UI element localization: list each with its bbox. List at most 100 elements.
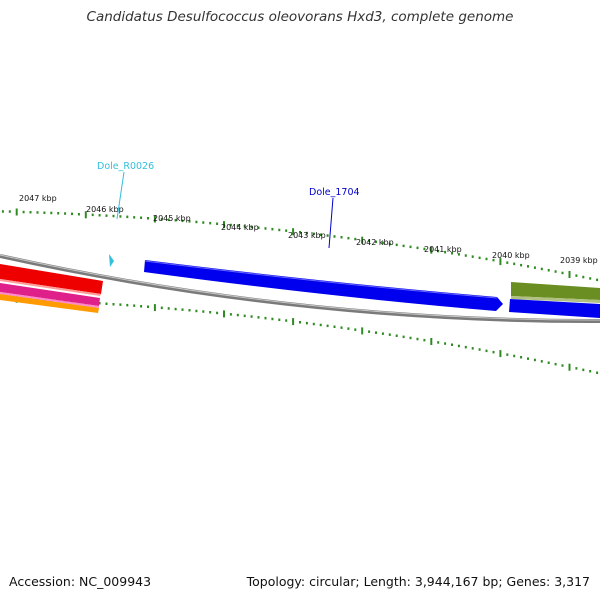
inner-minor-tick (582, 369, 584, 372)
inner-minor-tick (334, 326, 336, 329)
inner-minor-tick (168, 307, 170, 310)
outer-minor-tick (271, 228, 273, 231)
inner-minor-tick (513, 355, 515, 358)
outer-minor-tick (99, 214, 101, 217)
outer-major-tick (16, 209, 18, 216)
outer-minor-tick (126, 216, 128, 219)
outer-minor-tick (534, 266, 536, 269)
inner-minor-tick (389, 333, 391, 336)
outer-minor-tick (195, 221, 197, 224)
outer-minor-tick (347, 237, 349, 240)
outer-minor-tick (119, 215, 121, 218)
outer-minor-tick (23, 211, 25, 214)
inner-minor-tick (237, 314, 239, 317)
inner-minor-tick (147, 306, 149, 309)
outer-minor-tick (202, 221, 204, 224)
inner-minor-tick (299, 321, 301, 324)
gene-label-dole-r0026: Dole_R0026 (97, 161, 154, 172)
inner-minor-tick (106, 303, 108, 306)
genome-title: Candidatus Desulfococcus oleovorans Hxd3… (0, 9, 600, 25)
inner-minor-tick (382, 332, 384, 335)
tick-label-2045: 2045 kbp (153, 214, 191, 223)
inner-minor-tick (596, 372, 598, 375)
inner-minor-tick (209, 311, 211, 314)
outer-minor-tick (43, 212, 45, 215)
outer-minor-tick (50, 212, 52, 215)
outer-minor-tick (278, 229, 280, 232)
outer-minor-tick (575, 274, 577, 277)
outer-minor-tick (30, 211, 32, 214)
inner-minor-tick (479, 348, 481, 351)
inner-major-tick (292, 318, 294, 325)
outer-minor-tick (64, 212, 66, 215)
inner-minor-tick (202, 310, 204, 313)
outer-minor-tick (555, 270, 557, 273)
outer-minor-tick (506, 261, 508, 264)
inner-minor-tick (589, 370, 591, 373)
outer-minor-tick (417, 247, 419, 250)
inner-minor-tick (541, 360, 543, 363)
outer-minor-tick (527, 265, 529, 268)
outer-minor-tick (265, 227, 267, 230)
outer-minor-tick (396, 244, 398, 247)
outer-minor-tick (334, 235, 336, 238)
outer-minor-tick (106, 214, 108, 217)
gene-dole-r0026[interactable] (109, 254, 114, 267)
outer-minor-tick (589, 277, 591, 280)
outer-minor-tick (513, 263, 515, 266)
inner-minor-tick (161, 307, 163, 310)
inner-minor-tick (182, 308, 184, 311)
outer-minor-tick (341, 236, 343, 239)
inner-minor-tick (472, 347, 474, 350)
inner-minor-tick (423, 339, 425, 342)
inner-minor-tick (575, 367, 577, 370)
inner-minor-tick (562, 364, 564, 367)
outer-minor-tick (327, 234, 329, 237)
inner-minor-tick (285, 319, 287, 322)
inner-minor-tick (410, 337, 412, 340)
inner-minor-tick (244, 315, 246, 318)
inner-major-tick (569, 364, 571, 371)
inner-minor-tick (451, 344, 453, 347)
tick-label-2047: 2047 kbp (19, 194, 57, 203)
inner-minor-tick (354, 328, 356, 331)
tick-label-2039: 2039 kbp (560, 256, 598, 265)
inner-minor-tick (486, 350, 488, 353)
inner-minor-tick (265, 317, 267, 320)
accession-text: Accession: NC_009943 (9, 574, 151, 589)
inner-minor-tick (140, 305, 142, 308)
outer-minor-tick (71, 213, 73, 216)
outer-minor-tick (541, 268, 543, 271)
inner-minor-tick (403, 336, 405, 339)
outer-minor-tick (596, 279, 598, 282)
inner-major-tick (430, 338, 432, 345)
tick-label-2040: 2040 kbp (492, 251, 530, 260)
inner-minor-tick (113, 303, 115, 306)
inner-minor-tick (327, 325, 329, 328)
inner-minor-tick (341, 326, 343, 329)
inner-minor-tick (534, 359, 536, 362)
inner-minor-tick (548, 362, 550, 365)
outer-minor-tick (78, 213, 80, 216)
inner-minor-tick (126, 304, 128, 307)
inner-minor-tick (258, 316, 260, 319)
inner-minor-tick (458, 345, 460, 348)
outer-minor-tick (37, 211, 39, 214)
inner-minor-tick (347, 327, 349, 330)
outer-minor-tick (133, 216, 135, 219)
inner-minor-tick (375, 331, 377, 334)
inner-minor-tick (119, 303, 121, 306)
inner-major-tick (223, 310, 225, 317)
inner-minor-tick (417, 338, 419, 341)
inner-major-tick (154, 304, 156, 311)
gene-label-dole-1704: Dole_1704 (309, 187, 360, 198)
inner-minor-tick (520, 356, 522, 359)
inner-minor-tick (465, 346, 467, 349)
inner-minor-tick (189, 309, 191, 312)
outer-minor-tick (2, 210, 4, 213)
outer-minor-tick (140, 217, 142, 220)
inner-minor-tick (133, 304, 135, 307)
tick-label-2041: 2041 kbp (424, 245, 462, 254)
inner-minor-tick (527, 357, 529, 360)
